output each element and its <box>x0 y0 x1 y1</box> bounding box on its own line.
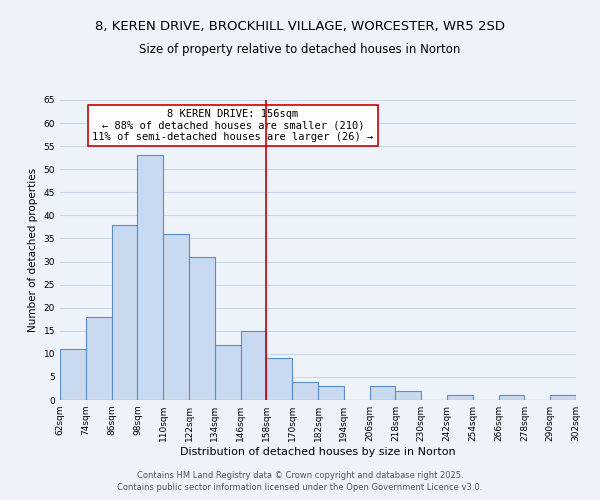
Text: Contains public sector information licensed under the Open Government Licence v3: Contains public sector information licen… <box>118 484 482 492</box>
Bar <box>163 234 189 400</box>
X-axis label: Distribution of detached houses by size in Norton: Distribution of detached houses by size … <box>180 447 456 457</box>
Bar <box>266 358 292 400</box>
Bar <box>499 396 524 400</box>
Bar <box>60 349 86 400</box>
Bar <box>447 396 473 400</box>
Text: 8 KEREN DRIVE: 156sqm
← 88% of detached houses are smaller (210)
11% of semi-det: 8 KEREN DRIVE: 156sqm ← 88% of detached … <box>92 109 373 142</box>
Bar <box>370 386 395 400</box>
Bar <box>241 331 266 400</box>
Y-axis label: Number of detached properties: Number of detached properties <box>28 168 38 332</box>
Text: 8, KEREN DRIVE, BROCKHILL VILLAGE, WORCESTER, WR5 2SD: 8, KEREN DRIVE, BROCKHILL VILLAGE, WORCE… <box>95 20 505 33</box>
Bar <box>215 344 241 400</box>
Bar <box>137 156 163 400</box>
Text: Contains HM Land Registry data © Crown copyright and database right 2025.: Contains HM Land Registry data © Crown c… <box>137 471 463 480</box>
Bar <box>318 386 344 400</box>
Bar <box>112 224 137 400</box>
Bar <box>395 391 421 400</box>
Bar <box>550 396 576 400</box>
Bar <box>189 257 215 400</box>
Bar <box>292 382 318 400</box>
Bar <box>86 317 112 400</box>
Text: Size of property relative to detached houses in Norton: Size of property relative to detached ho… <box>139 42 461 56</box>
